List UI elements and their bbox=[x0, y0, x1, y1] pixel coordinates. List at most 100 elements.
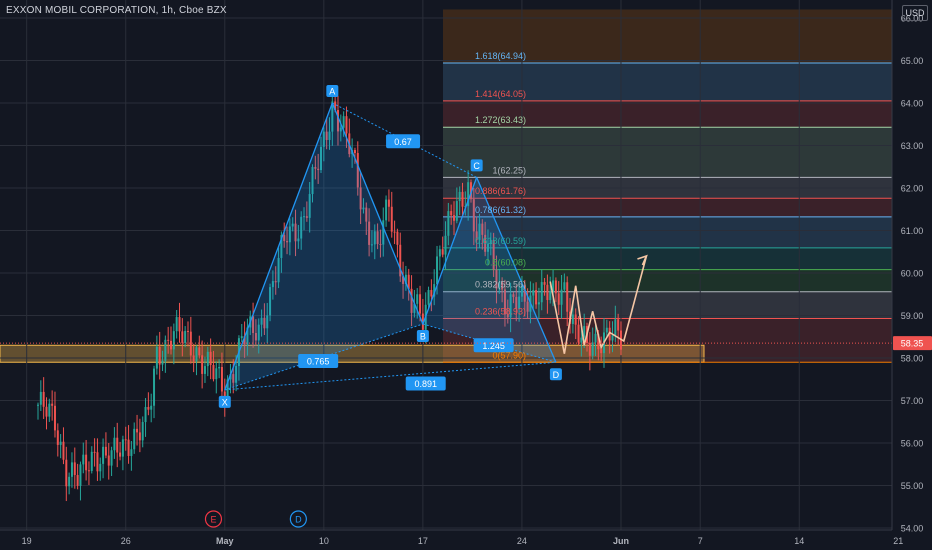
candle-body bbox=[430, 290, 433, 297]
candle-body bbox=[76, 474, 79, 486]
candle-body bbox=[201, 355, 204, 374]
ratio-label: 0.891 bbox=[414, 379, 437, 389]
candle-body bbox=[370, 244, 373, 246]
candle-body bbox=[65, 459, 68, 487]
price-tick-label: 58.00 bbox=[901, 354, 924, 364]
candle-body bbox=[297, 238, 300, 242]
pattern-point-badge bbox=[416, 330, 429, 342]
ratio-badge bbox=[386, 134, 421, 149]
candle-body bbox=[334, 101, 337, 110]
candle-body bbox=[53, 405, 56, 431]
candle-body bbox=[141, 422, 144, 441]
candle-body bbox=[328, 131, 331, 140]
fib-band bbox=[443, 216, 892, 248]
candle-body bbox=[277, 257, 280, 283]
ratio-label: 0.765 bbox=[307, 356, 330, 366]
candle-body bbox=[489, 240, 492, 244]
candle-body bbox=[303, 216, 306, 218]
currency-badge[interactable]: USD bbox=[902, 5, 928, 21]
price-tick-label: 62.00 bbox=[901, 184, 924, 194]
candle-body bbox=[232, 374, 235, 383]
candle-body bbox=[189, 331, 192, 356]
fib-band bbox=[443, 100, 892, 128]
candle-body bbox=[271, 281, 274, 288]
date-tick-label: 26 bbox=[121, 536, 131, 546]
date-tick-label: May bbox=[216, 536, 234, 546]
pattern-point-label: B bbox=[420, 332, 426, 342]
candle-body bbox=[512, 294, 515, 297]
candle-body bbox=[543, 282, 546, 285]
fib-band bbox=[443, 198, 892, 217]
candle-body bbox=[546, 284, 549, 301]
pattern-ratio-line bbox=[224, 361, 556, 391]
pattern-leg bbox=[422, 177, 478, 325]
candle-body bbox=[192, 355, 195, 362]
candle-body bbox=[339, 127, 342, 132]
candle-body bbox=[552, 280, 555, 292]
candle-body bbox=[325, 131, 328, 140]
fib-label: 0.382(59.56) bbox=[475, 280, 526, 290]
candle-body bbox=[336, 109, 339, 132]
candle-body bbox=[294, 223, 297, 242]
candle-body bbox=[167, 339, 170, 341]
candle-body bbox=[133, 428, 136, 450]
price-tick-label: 55.00 bbox=[901, 481, 924, 491]
fib-band bbox=[443, 291, 892, 319]
price-tick-label: 61.00 bbox=[901, 226, 924, 236]
candle-body bbox=[472, 199, 475, 232]
candle-body bbox=[48, 403, 51, 417]
candle-body bbox=[85, 454, 88, 471]
candle-body bbox=[566, 282, 569, 312]
candle-body bbox=[79, 464, 82, 486]
fib-label: 0.886(61.76) bbox=[475, 186, 526, 196]
candle-body bbox=[478, 223, 481, 241]
candle-body bbox=[421, 313, 424, 330]
candle-body bbox=[503, 289, 506, 315]
ratio-label: 1.245 bbox=[482, 341, 505, 351]
candle-body bbox=[416, 294, 419, 304]
candle-body bbox=[102, 446, 105, 464]
candle-body bbox=[45, 406, 48, 417]
candle-body bbox=[574, 314, 577, 325]
candle-body bbox=[376, 231, 379, 245]
candle-body bbox=[436, 256, 439, 285]
candle-body bbox=[611, 335, 614, 341]
candle-body bbox=[87, 470, 90, 472]
candle-body bbox=[56, 430, 59, 445]
price-tick-label: 65.00 bbox=[901, 56, 924, 66]
event-marker bbox=[289, 510, 307, 528]
candle-body bbox=[269, 287, 272, 316]
candle-body bbox=[113, 437, 116, 451]
pattern-leg bbox=[224, 102, 333, 391]
candle-body bbox=[62, 441, 65, 460]
candle-body bbox=[353, 150, 356, 154]
pattern-triangle-xab bbox=[224, 103, 423, 390]
candle-body bbox=[537, 302, 540, 305]
candle-body bbox=[594, 333, 597, 343]
candle-body bbox=[70, 462, 73, 477]
candle-body bbox=[447, 211, 450, 236]
candle-body bbox=[93, 451, 96, 453]
candle-body bbox=[311, 167, 314, 195]
candle-body bbox=[399, 244, 402, 277]
price-tick-label: 63.00 bbox=[901, 141, 924, 151]
symbol-title: EXXON MOBIL CORPORATION, 1h, Cboe BZX bbox=[6, 5, 227, 16]
price-tick-label: 60.00 bbox=[901, 269, 924, 279]
candle-body bbox=[583, 326, 586, 338]
candle-body bbox=[155, 346, 158, 369]
candle-body bbox=[532, 290, 535, 296]
candle-body bbox=[481, 223, 484, 235]
candle-body bbox=[597, 333, 600, 350]
candle-body bbox=[110, 450, 113, 466]
candle-body bbox=[410, 288, 413, 313]
candle-body bbox=[557, 293, 560, 305]
candle-body bbox=[498, 282, 501, 289]
event-label: E bbox=[210, 515, 216, 525]
date-tick-label: 21 bbox=[893, 536, 903, 546]
candle-body bbox=[291, 223, 294, 227]
candle-body bbox=[283, 235, 286, 242]
candle-body bbox=[59, 441, 62, 445]
fib-band bbox=[443, 63, 892, 101]
candle-body bbox=[518, 296, 521, 309]
